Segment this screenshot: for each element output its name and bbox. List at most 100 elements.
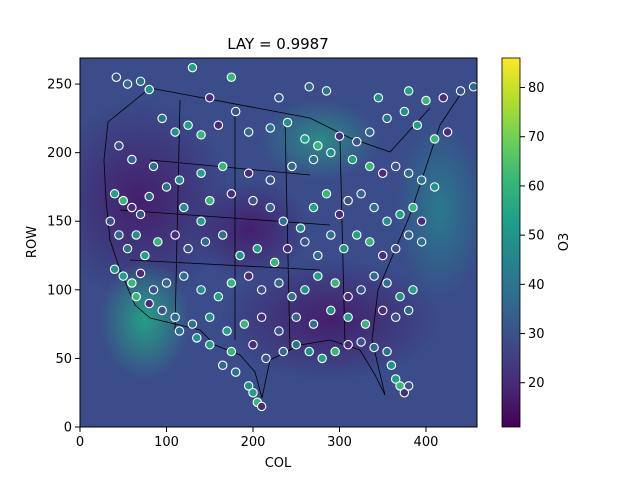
station-marker bbox=[421, 95, 431, 106]
station-marker bbox=[148, 285, 159, 295]
station-marker bbox=[243, 381, 254, 391]
x-tick-label: 300 bbox=[327, 435, 352, 450]
station-marker bbox=[148, 161, 159, 172]
station-marker bbox=[356, 285, 366, 295]
station-marker bbox=[196, 285, 206, 295]
station-marker bbox=[334, 209, 345, 220]
station-marker bbox=[308, 319, 319, 329]
station-marker bbox=[364, 161, 375, 172]
station-marker bbox=[408, 202, 418, 213]
y-tick-label: 100 bbox=[47, 283, 72, 298]
station-marker bbox=[360, 319, 371, 329]
station-marker bbox=[295, 223, 306, 233]
station-marker bbox=[395, 209, 405, 220]
station-marker bbox=[265, 175, 276, 185]
station-marker bbox=[217, 360, 228, 371]
station-marker bbox=[174, 175, 185, 185]
station-marker bbox=[442, 127, 453, 137]
station-marker bbox=[256, 312, 267, 323]
station-marker bbox=[386, 360, 397, 371]
station-marker bbox=[321, 86, 332, 96]
station-marker bbox=[226, 189, 237, 199]
ozone-field-atlantic bbox=[395, 120, 477, 300]
station-marker bbox=[170, 230, 180, 240]
station-marker bbox=[179, 202, 189, 213]
station-marker bbox=[114, 141, 124, 151]
station-marker bbox=[326, 230, 336, 240]
station-marker bbox=[183, 243, 193, 254]
us-east-coast bbox=[371, 94, 461, 396]
colorbar-tick-label: 30 bbox=[528, 327, 545, 342]
station-marker bbox=[226, 346, 237, 357]
station-marker bbox=[282, 117, 293, 128]
station-marker bbox=[300, 285, 310, 295]
station-marker bbox=[127, 202, 137, 213]
station-marker bbox=[382, 216, 392, 226]
station-marker bbox=[131, 230, 141, 240]
station-marker bbox=[364, 237, 375, 247]
station-marker bbox=[200, 237, 211, 247]
colorbar-axis: 20 30 40 50 60 70 80 bbox=[520, 81, 545, 391]
station-marker bbox=[438, 93, 449, 103]
station-marker bbox=[399, 106, 410, 117]
station-marker bbox=[330, 346, 340, 357]
station-marker bbox=[412, 120, 423, 130]
station-marker bbox=[122, 79, 133, 89]
state-line-1 bbox=[149, 159, 311, 176]
plot-frame bbox=[79, 57, 478, 428]
station-marker bbox=[334, 131, 345, 141]
station-marker bbox=[157, 113, 167, 124]
station-marker bbox=[170, 127, 180, 137]
colorbar-tick-label: 80 bbox=[528, 81, 545, 96]
station-marker bbox=[217, 161, 228, 172]
station-marker bbox=[390, 161, 401, 172]
station-marker bbox=[187, 62, 198, 73]
station-marker bbox=[135, 209, 146, 220]
station-marker bbox=[364, 127, 375, 137]
station-marker bbox=[399, 387, 410, 398]
station-marker bbox=[239, 319, 250, 329]
station-marker bbox=[192, 333, 202, 343]
station-marker bbox=[140, 250, 150, 261]
station-marker bbox=[369, 271, 379, 281]
y-axis-label: ROW bbox=[25, 226, 40, 258]
station-marker bbox=[390, 243, 401, 254]
station-marker bbox=[144, 84, 154, 95]
station-marker bbox=[373, 93, 384, 103]
station-marker bbox=[111, 72, 122, 82]
station-marker bbox=[248, 195, 258, 206]
station-marker bbox=[213, 291, 224, 302]
colorbar-tick-label: 60 bbox=[528, 179, 545, 194]
y-axis: 0 50 100 150 200 250 bbox=[47, 78, 80, 436]
station-marker bbox=[196, 216, 206, 226]
station-marker bbox=[109, 264, 120, 274]
station-marker bbox=[369, 342, 379, 353]
station-marker bbox=[261, 353, 271, 364]
station-marker bbox=[157, 305, 167, 316]
station-marker bbox=[408, 285, 418, 295]
station-marker bbox=[300, 134, 310, 144]
station-marker bbox=[243, 271, 254, 281]
station-marker bbox=[382, 113, 392, 124]
station-marker bbox=[243, 168, 254, 178]
station-marker bbox=[274, 93, 284, 103]
plot-area bbox=[80, 58, 477, 427]
station-marker bbox=[317, 353, 327, 364]
colorbar-tick-label: 40 bbox=[528, 278, 545, 293]
y-tick-label: 200 bbox=[47, 146, 72, 161]
station-marker bbox=[326, 305, 336, 316]
station-marker bbox=[468, 82, 477, 92]
station-marker bbox=[326, 147, 336, 158]
station-marker bbox=[455, 86, 466, 96]
station-marker bbox=[291, 339, 301, 350]
station-marker bbox=[230, 106, 241, 117]
station-marker bbox=[313, 141, 323, 151]
colorbar-tick-label: 20 bbox=[528, 376, 545, 391]
station-marker bbox=[308, 154, 319, 165]
station-marker bbox=[369, 202, 379, 213]
station-marker bbox=[161, 182, 172, 192]
station-marker bbox=[356, 337, 366, 347]
station-marker bbox=[127, 278, 137, 288]
station-marker bbox=[308, 202, 319, 213]
station-marker bbox=[347, 154, 358, 165]
